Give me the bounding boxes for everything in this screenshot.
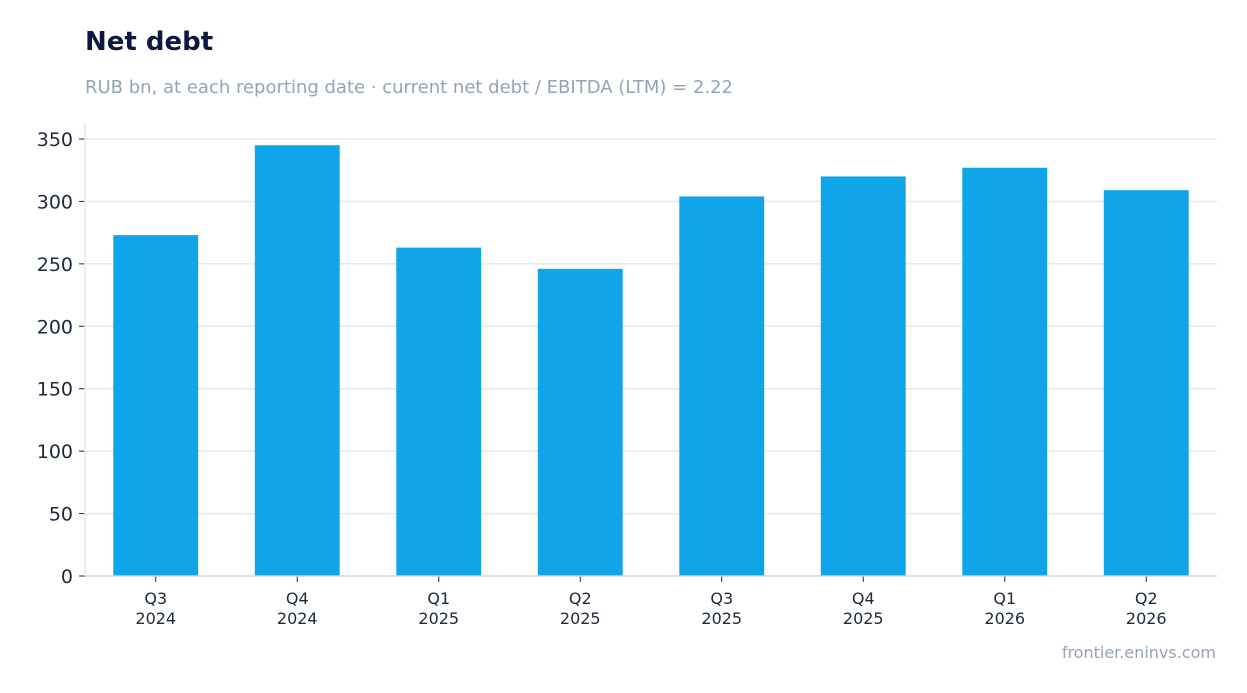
x-tick-label: Q2 2025 (560, 589, 601, 628)
bar (1103, 190, 1189, 577)
bars (113, 145, 1189, 577)
x-tick-label: Q3 2024 (135, 589, 176, 628)
chart-subtitle: RUB bn, at each reporting date · current… (85, 77, 733, 98)
x-tick-label: Q1 2025 (418, 589, 459, 628)
axes (79, 123, 1217, 582)
y-tick-label: 0 (61, 566, 73, 588)
bar (254, 145, 340, 576)
bar (820, 176, 906, 576)
y-tick-label: 150 (37, 379, 73, 401)
y-tick-label: 100 (37, 441, 73, 463)
y-tick-label: 50 (49, 504, 73, 526)
bar (396, 247, 482, 576)
x-tick-label: Q2 2026 (1126, 589, 1167, 628)
x-tick-label: Q4 2024 (277, 589, 318, 628)
source-credit: frontier.eninvs.com (1061, 643, 1216, 662)
chart-title: Net debt (85, 27, 214, 57)
y-tick-labels: 0 50 100 150 200 250 300 350 (37, 129, 73, 588)
y-tick-label: 300 (37, 191, 73, 213)
bar (962, 167, 1048, 576)
y-tick-label: 200 (37, 316, 73, 338)
bar (679, 196, 765, 577)
bar (113, 235, 199, 576)
x-tick-label: Q4 2025 (843, 589, 884, 628)
y-tick-label: 350 (37, 129, 73, 151)
y-tick-label: 250 (37, 254, 73, 276)
x-tick-labels: Q3 2024 Q4 2024 Q1 2025 Q2 2025 Q3 2025 Q4 2025 Q1 20… (135, 589, 1166, 628)
bar (537, 268, 623, 576)
x-tick-label: Q3 2025 (701, 589, 742, 628)
x-tick-label: Q1 2026 (984, 589, 1025, 628)
